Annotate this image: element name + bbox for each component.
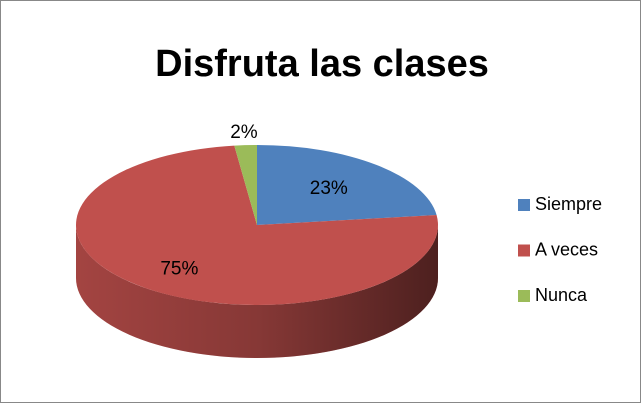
data-label: 75% — [160, 258, 198, 279]
data-label: 2% — [230, 122, 258, 143]
legend-swatch — [518, 199, 530, 211]
legend-swatch — [518, 244, 530, 257]
slice-side-shade — [76, 225, 438, 358]
data-label: 23% — [310, 178, 348, 199]
legend-label: A veces — [535, 239, 598, 259]
slice — [257, 145, 437, 225]
chart-title: Disfruta las clases — [155, 43, 489, 85]
legend-swatch — [518, 290, 530, 302]
slice — [76, 145, 439, 305]
slice — [234, 145, 257, 225]
legend-label: Siempre — [535, 194, 602, 214]
legend-label: Nunca — [535, 285, 588, 305]
